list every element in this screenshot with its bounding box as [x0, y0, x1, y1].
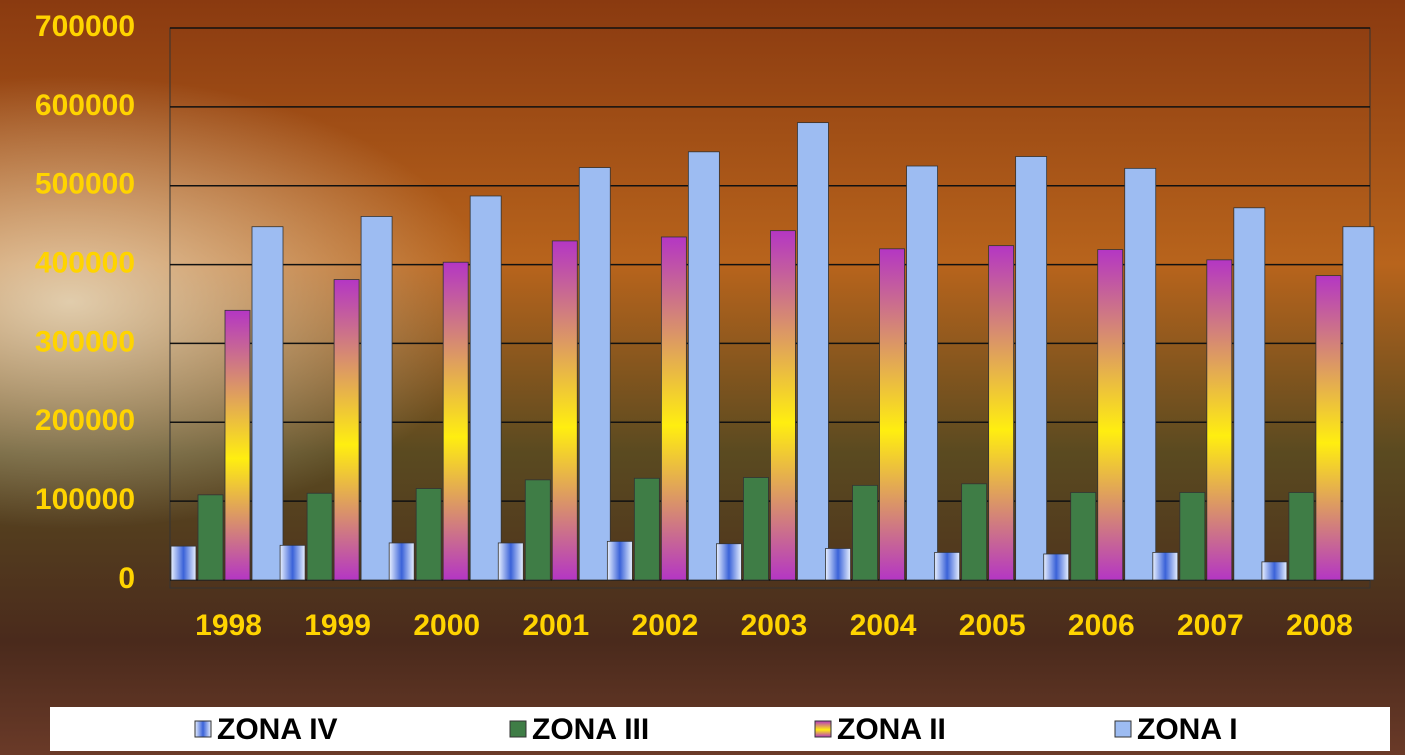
bar — [416, 489, 441, 580]
x-tick-label: 2001 — [522, 609, 589, 642]
bar — [907, 166, 938, 580]
y-tick-label: 300000 — [35, 325, 135, 358]
legend-swatch — [195, 721, 211, 737]
bar — [579, 168, 610, 580]
x-tick-label: 2004 — [850, 609, 917, 642]
legend-swatch — [510, 721, 526, 737]
x-tick-label: 1998 — [195, 609, 262, 642]
bar — [1044, 554, 1069, 580]
x-tick-label: 2003 — [741, 609, 808, 642]
bar — [607, 541, 632, 580]
bar — [334, 280, 359, 580]
y-tick-label: 100000 — [35, 483, 135, 516]
bar — [1016, 157, 1047, 580]
bar — [826, 548, 851, 580]
bar — [1098, 250, 1123, 580]
bar — [1207, 260, 1232, 580]
legend-swatch — [815, 721, 831, 737]
bar — [307, 493, 332, 580]
bar — [688, 152, 719, 580]
bar — [661, 237, 686, 580]
x-tick-label: 2002 — [632, 609, 699, 642]
bar — [797, 123, 828, 580]
y-tick-label: 600000 — [35, 89, 135, 122]
bar — [443, 262, 468, 580]
bar — [962, 484, 987, 580]
x-tick-label: 1999 — [304, 609, 371, 642]
bar — [1343, 227, 1374, 580]
y-tick-label: 700000 — [35, 10, 135, 43]
x-tick-label: 2005 — [959, 609, 1026, 642]
bar — [1289, 492, 1314, 580]
bar — [989, 246, 1014, 580]
x-tick-label: 2000 — [413, 609, 480, 642]
bar — [225, 310, 250, 580]
bar — [1316, 276, 1341, 580]
bar — [1071, 492, 1096, 580]
bar — [552, 241, 577, 580]
bar — [280, 545, 305, 580]
y-tick-label: 200000 — [35, 404, 135, 437]
y-tick-label: 500000 — [35, 168, 135, 201]
bar — [770, 231, 795, 580]
chart: 0 100000 200000 300000 400000 500000 600000 700… — [0, 0, 1405, 755]
bar — [389, 543, 414, 580]
bar — [525, 480, 550, 580]
bar — [1234, 208, 1265, 580]
bar — [1153, 552, 1178, 580]
page: {"chart_data": { "type": "bar", "categor… — [0, 0, 1405, 755]
bar — [634, 478, 659, 580]
bar — [198, 495, 223, 580]
bar — [880, 249, 905, 580]
bar — [1125, 168, 1156, 580]
x-tick-label: 2007 — [1177, 609, 1244, 642]
bar — [743, 477, 768, 580]
bar — [1262, 562, 1287, 580]
bar — [498, 543, 523, 580]
legend-label: ZONA III — [532, 713, 649, 746]
x-tick-label: 2006 — [1068, 609, 1135, 642]
bar — [853, 485, 878, 580]
x-tick-label: 2008 — [1286, 609, 1353, 642]
bar — [361, 216, 392, 580]
bar — [470, 196, 501, 580]
bar — [171, 546, 196, 580]
bar — [716, 544, 741, 580]
legend-swatch — [1115, 721, 1131, 737]
legend-label: ZONA IV — [217, 713, 338, 746]
y-tick-label: 400000 — [35, 246, 135, 279]
legend-label: ZONA I — [1137, 713, 1238, 746]
y-tick-label: 0 — [118, 562, 135, 595]
bar — [1180, 492, 1205, 580]
bar — [252, 227, 283, 580]
legend-label: ZONA II — [837, 713, 946, 746]
bar — [935, 552, 960, 580]
